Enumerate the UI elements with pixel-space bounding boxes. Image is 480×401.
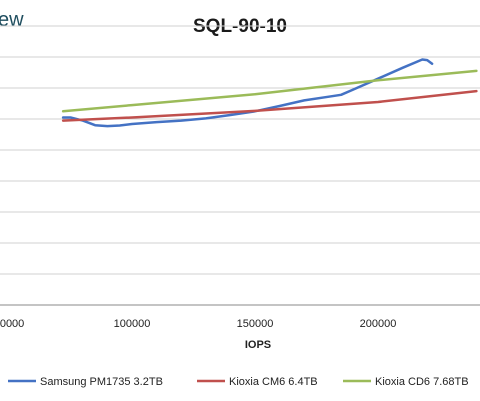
x-tick-label: 00000 [0, 318, 24, 330]
x-tick-label: 200000 [360, 318, 397, 330]
x-tick-label: 100000 [114, 318, 151, 330]
legend-entry: Samsung PM1735 3.2TB [40, 376, 163, 388]
series-line-3 [61, 69, 478, 113]
series-lines [61, 58, 478, 128]
legend: Samsung PM1735 3.2TB Kioxia CM6 6.4TB Kiox… [8, 376, 469, 388]
series-line-2 [61, 89, 478, 122]
x-tick-label: 150000 [237, 318, 274, 330]
x-axis-label: IOPS [245, 339, 271, 351]
brand-logo-text: ew [0, 9, 24, 31]
legend-entry: Kioxia CD6 7.68TB [375, 376, 469, 388]
gridlines [0, 25, 480, 275]
legend-entry: Kioxia CM6 6.4TB [229, 376, 318, 388]
series-line-1 [61, 58, 434, 128]
x-tick-labels: 00000 100000 150000 200000 [0, 318, 396, 330]
